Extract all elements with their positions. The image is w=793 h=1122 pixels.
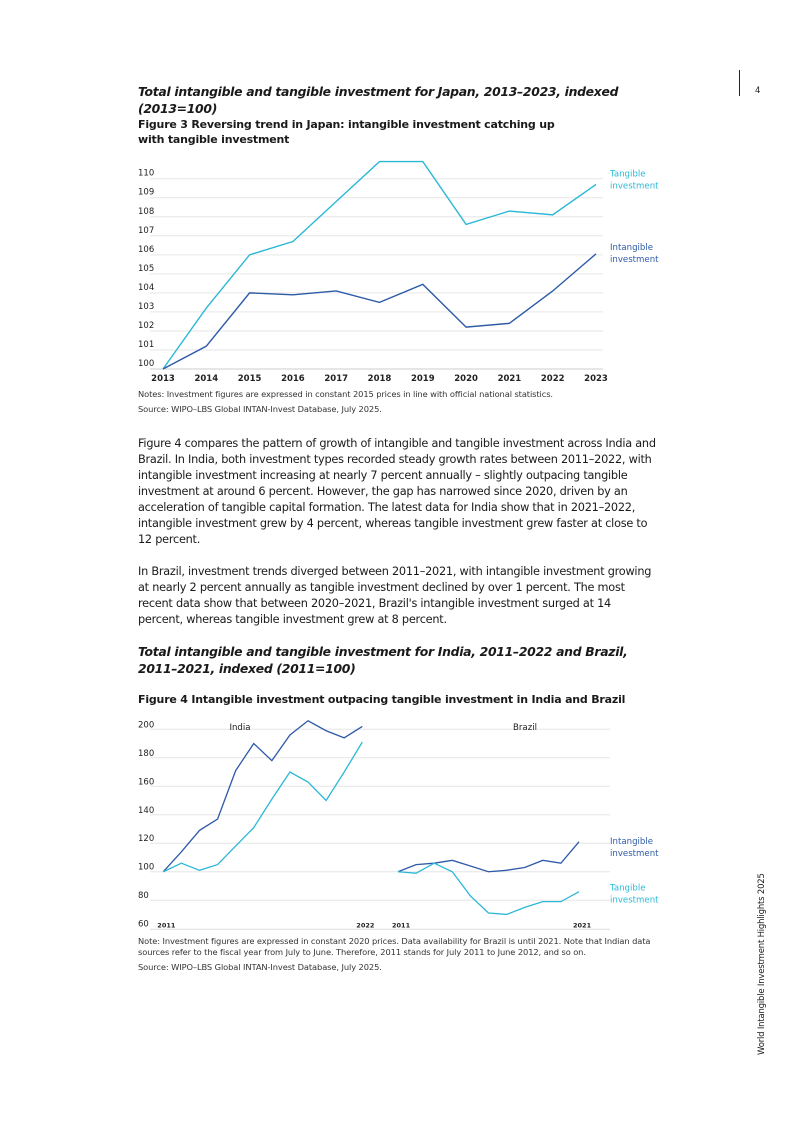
panel-title-brazil: Brazil — [513, 723, 537, 733]
y-tick-label: 104 — [138, 283, 154, 293]
series-line-brazil-tangible — [397, 862, 580, 916]
y-tick-label: 80 — [138, 891, 149, 901]
y-tick-label: 110 — [138, 169, 154, 179]
x-tick-label: 2019 — [411, 374, 435, 384]
series-line-brazil-intangible — [397, 841, 580, 873]
figure4-chart: 60 80 100 120 140 160 180 200 India 2011 2022 Brazi… — [138, 719, 659, 930]
series-line-india-tangible — [163, 741, 363, 873]
y-tick-label: 101 — [138, 340, 154, 350]
x-tick-label: 2017 — [324, 374, 348, 384]
series-line-india-intangible — [162, 719, 363, 873]
x-tick-label: 2013 — [151, 374, 175, 384]
series-label: Tangible — [609, 169, 646, 179]
y-tick-label: 103 — [138, 302, 154, 312]
x-tick-label: 2018 — [368, 374, 392, 384]
figure3-source: Source: WIPO–LBS Global INTAN-Invest Dat… — [138, 404, 382, 414]
x-tick-label: 2022 — [356, 922, 374, 930]
figure3-chart: 100 101 102 103 104 105 106 107 108 109 110 2013 201… — [138, 160, 659, 384]
section2-heading: Total intangible and tangible investment… — [138, 644, 628, 676]
figure3-title: Figure 3 Reversing trend in Japan: intan… — [138, 118, 555, 146]
page-number-divider — [739, 70, 740, 96]
x-tick-label: 2021 — [573, 922, 592, 930]
y-tick-label: 60 — [138, 920, 149, 930]
panel-title-india: India — [229, 723, 250, 733]
series-label: investment — [610, 181, 659, 191]
y-tick-label: 106 — [138, 245, 154, 255]
series-label: investment — [610, 255, 659, 265]
x-tick-label: 2021 — [498, 374, 522, 384]
x-tick-label: 2011 — [392, 922, 411, 930]
page-number: 4 — [755, 86, 761, 96]
y-tick-label: 108 — [138, 207, 154, 217]
paragraph-2: In Brazil, investment trends diverged be… — [138, 565, 652, 626]
figure4-title: Figure 4 Intangible investment outpacing… — [138, 693, 626, 706]
y-tick-label: 200 — [138, 720, 154, 730]
figure3-notes: Notes: Investment figures are expressed … — [138, 389, 553, 399]
x-tick-label: 2023 — [584, 374, 608, 384]
y-tick-label: 100 — [138, 359, 154, 369]
section1-heading: Total intangible and tangible investment… — [138, 84, 619, 116]
y-tick-label: 100 — [138, 863, 154, 873]
series-label: investment — [610, 896, 659, 906]
x-tick-label: 2015 — [238, 374, 262, 384]
x-tick-label: 2022 — [541, 374, 565, 384]
series-label: Intangible — [610, 243, 653, 253]
y-tick-label: 120 — [138, 834, 154, 844]
series-label: Tangible — [609, 884, 646, 894]
x-tick-label: 2016 — [281, 374, 305, 384]
x-tick-label: 2011 — [157, 922, 176, 930]
x-tick-label: 2014 — [194, 374, 218, 384]
y-tick-label: 107 — [138, 226, 154, 236]
y-tick-label: 102 — [138, 321, 154, 331]
y-tick-label: 140 — [138, 806, 154, 816]
series-label: Intangible — [610, 837, 653, 847]
y-tick-label: 105 — [138, 264, 154, 274]
y-tick-label: 160 — [138, 777, 154, 787]
y-tick-label: 109 — [138, 188, 154, 198]
series-line-tangible — [162, 160, 597, 370]
figure4-source: Source: WIPO–LBS Global INTAN-Invest Dat… — [138, 962, 382, 972]
series-label: investment — [610, 849, 659, 859]
paragraph-1: Figure 4 compares the pattern of growth … — [138, 437, 656, 546]
figure4-notes: Note: Investment figures are expressed i… — [138, 936, 651, 957]
x-tick-label: 2020 — [454, 374, 478, 384]
y-tick-label: 180 — [138, 749, 154, 759]
